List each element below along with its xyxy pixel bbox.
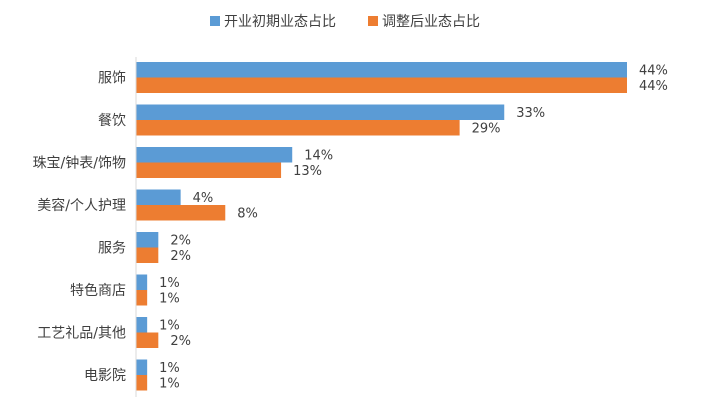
bar-1-7 [136,317,148,333]
category-label-3: 珠宝/钟表/饰物 [33,155,126,172]
legend-label-2: 调整后业态占比 [382,14,480,30]
category-label-1: 服饰 [98,71,126,87]
data-label-2-6: 1% [159,292,180,307]
data-label-2-2: 29% [472,122,501,137]
legend-label-1: 开业初期业态占比 [224,13,336,30]
data-label-1-2: 33% [516,106,545,121]
data-label-1-1: 44% [639,64,668,79]
legend-swatch-1 [210,16,220,26]
data-label-1-6: 1% [159,276,180,291]
legend-swatch-2 [368,16,378,26]
category-label-2: 餐饮 [98,113,126,129]
data-label-1-7: 1% [159,319,180,334]
bar-1-5 [136,232,159,248]
bar-2-3 [136,162,282,178]
category-label-7: 工艺礼品/其他 [37,326,126,342]
data-labels: 44%44%33%29%14%13%4%8%2%2%1%1%1%2%1%1% [159,64,668,392]
category-label-6: 特色商店 [70,282,126,299]
bar-2-2 [136,120,460,136]
category-label-5: 服务 [98,241,126,257]
category-label-4: 美容/个人护理 [37,197,126,214]
bar-2-5 [136,247,159,263]
legend: 开业初期业态占比 调整后业态占比 [210,13,480,30]
data-label-2-1: 44% [639,79,668,94]
bar-1-4 [136,189,181,205]
category-label-8: 电影院 [84,368,126,384]
data-label-2-4: 8% [237,207,258,222]
bar-2-7 [136,332,159,348]
data-label-1-8: 1% [159,361,180,376]
bar-2-4 [136,205,226,221]
bar-1-2 [136,104,505,120]
bar-2-8 [136,375,148,391]
bar-2-6 [136,290,148,306]
data-label-2-3: 13% [293,164,322,179]
bar-2-1 [136,77,627,93]
bar-1-6 [136,274,148,290]
data-label-2-7: 2% [170,334,191,349]
bar-1-1 [136,62,627,78]
data-label-1-5: 2% [170,234,191,249]
data-label-2-8: 1% [159,377,180,392]
bar-1-8 [136,359,148,375]
data-label-2-5: 2% [170,249,191,264]
data-label-1-4: 4% [193,191,214,206]
bars [136,62,627,391]
bar-1-3 [136,147,293,163]
data-label-1-3: 14% [304,149,333,164]
